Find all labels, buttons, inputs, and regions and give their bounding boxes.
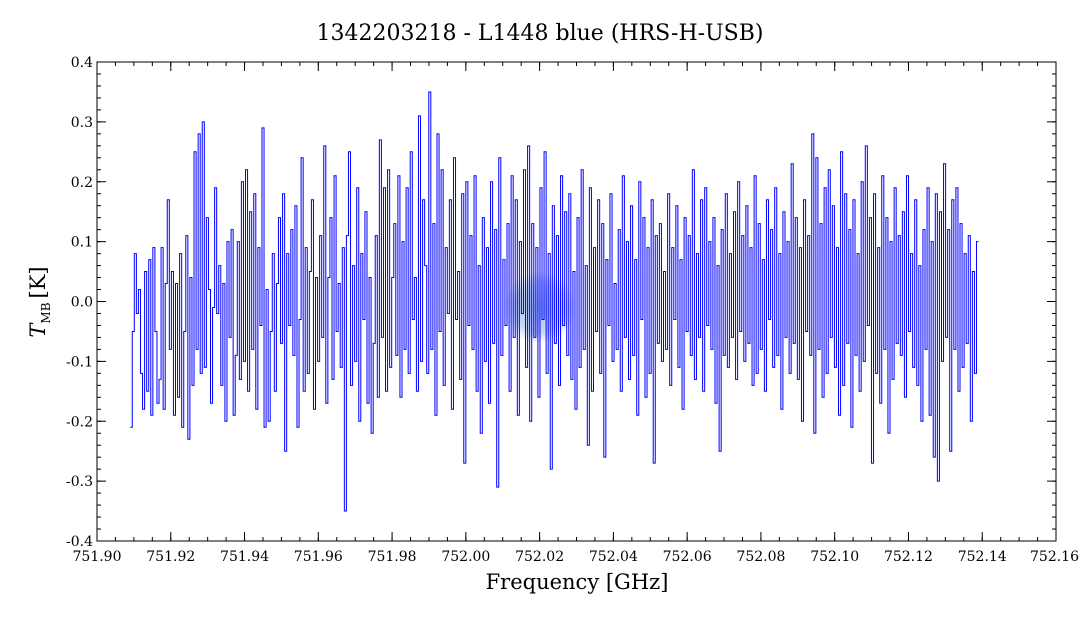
y-tick-label: -0.3 xyxy=(66,474,93,490)
x-tick-label: 751.96 xyxy=(294,549,343,565)
y-tick-label: 0.0 xyxy=(71,295,93,311)
x-axis-label: Frequency [GHz] xyxy=(486,570,669,594)
y-tick-label: 0.3 xyxy=(71,115,93,131)
y-axis-ticks: -0.4 -0.3 -0.2 -0.1 0.0 0.1 0.2 0.3 0.4 xyxy=(66,55,1056,550)
series-line xyxy=(130,91,979,512)
x-tick-label: 752.08 xyxy=(736,549,785,565)
x-tick-label: 752.14 xyxy=(958,549,1007,565)
x-tick-label: 752.12 xyxy=(884,549,933,565)
x-tick-label: 751.92 xyxy=(146,549,195,565)
svg-text:TMB[K]: TMB [K] xyxy=(26,266,53,337)
x-tick-label: 751.98 xyxy=(368,549,417,565)
y-axis-label: TMB [K] xyxy=(26,266,53,337)
y-tick-label: -0.4 xyxy=(66,534,93,550)
chart-title: 1342203218 - L1448 blue (HRS-H-USB) xyxy=(317,21,764,46)
y-tick-label: 0.1 xyxy=(71,235,93,251)
x-tick-label: 752.16 xyxy=(1030,549,1079,565)
y-tick-label: -0.2 xyxy=(66,414,93,430)
y-axis-label-sub: MB xyxy=(39,302,53,323)
x-tick-label: 751.90 xyxy=(73,549,122,565)
x-tick-label: 752.06 xyxy=(663,549,712,565)
x-tick-label: 751.94 xyxy=(220,549,269,565)
y-tick-label: 0.4 xyxy=(71,55,93,71)
y-tick-label: -0.1 xyxy=(66,354,93,370)
y-axis-label-main: T xyxy=(26,322,50,338)
x-tick-label: 752.02 xyxy=(515,549,564,565)
x-tick-label: 752.04 xyxy=(589,549,638,565)
y-tick-label: 0.2 xyxy=(71,175,93,191)
x-tick-label: 752.00 xyxy=(441,549,490,565)
y-axis-label-unit: [K] xyxy=(26,266,50,298)
x-tick-label: 752.10 xyxy=(810,549,859,565)
x-axis-ticks: 751.90 751.92 751.94 751.96 751.98 752.00 752.… xyxy=(73,62,1079,565)
